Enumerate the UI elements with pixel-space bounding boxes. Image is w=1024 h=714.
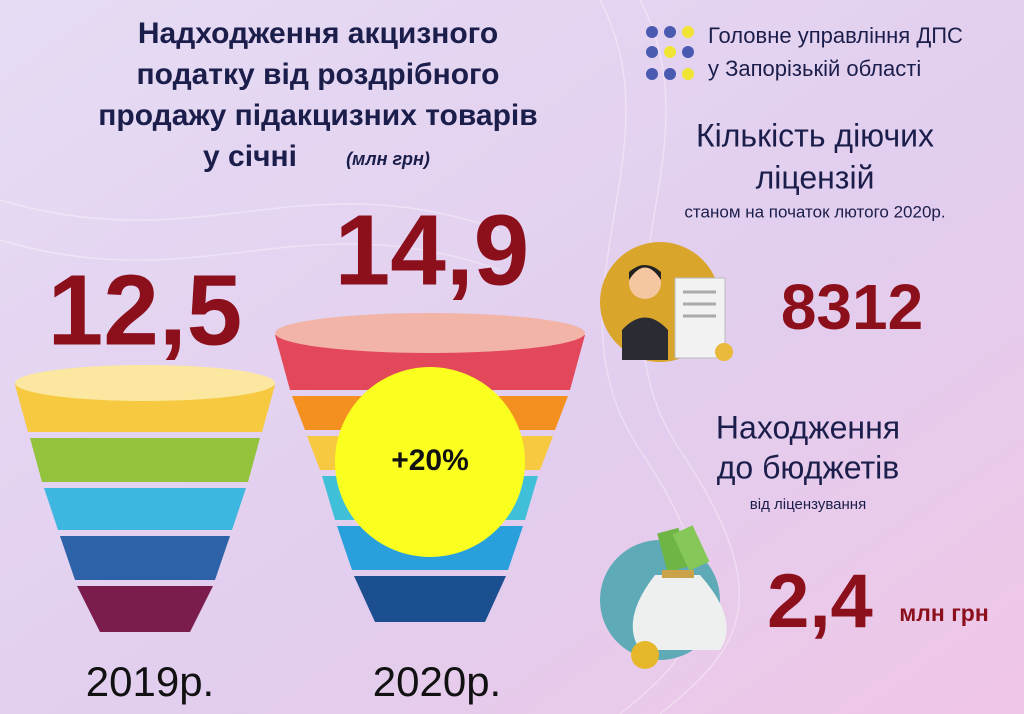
money-bag-icon <box>600 525 727 669</box>
licenses-title: ліцензій <box>756 159 875 195</box>
value-2020: 14,9 <box>335 194 530 306</box>
org-name: у Запорізькій області <box>708 56 921 81</box>
growth-label: +20% <box>391 444 469 477</box>
year-label: 2019р. <box>86 658 214 705</box>
revenue-subtitle: від ліцензування <box>750 496 866 513</box>
revenue-title: Находження <box>716 409 900 445</box>
licenses-title: Кількість діючих <box>696 117 934 153</box>
title-line: продажу підакцизних товарів <box>98 99 537 132</box>
revenue-title: до бюджетів <box>717 449 900 485</box>
funnel-2019 <box>15 365 275 632</box>
license-icon <box>600 242 733 362</box>
revenue-value: 2,4 <box>767 559 873 644</box>
title-line: податку від роздрібного <box>137 58 500 91</box>
title-line: у січні <box>203 140 297 173</box>
title-unit: (млн грн) <box>346 149 430 169</box>
title-line: Надходження акцизного <box>138 17 498 50</box>
org-name: Головне управління ДПС <box>708 23 963 48</box>
licenses-value: 8312 <box>781 271 923 343</box>
growth-badge <box>335 367 525 557</box>
licenses-subtitle: станом на початок лютого 2020р. <box>684 202 945 221</box>
revenue-unit: млн грн <box>899 600 988 626</box>
value-2019: 12,5 <box>48 254 243 366</box>
year-label: 2020р. <box>373 658 501 705</box>
org-logo <box>646 26 694 80</box>
